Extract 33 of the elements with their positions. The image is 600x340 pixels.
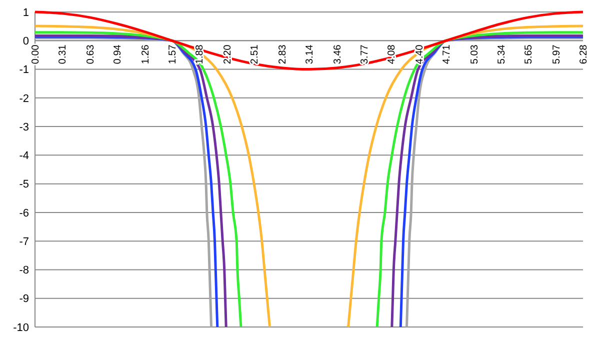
y-tick-label: -7 <box>19 236 29 248</box>
x-tick-label: 0.00 <box>30 44 42 64</box>
y-tick-label: -2 <box>19 92 29 105</box>
y-tick-label: 1 <box>22 6 29 19</box>
x-tick-label: 6.28 <box>578 44 590 64</box>
y-tick-label: -3 <box>19 121 29 134</box>
y-tick-label: -9 <box>19 293 29 306</box>
x-tick-label: 3.14 <box>304 44 316 64</box>
y-tick-label: -5 <box>19 178 29 191</box>
x-tick-label: 1.88 <box>194 44 206 64</box>
x-tick-label: 0.94 <box>112 44 124 64</box>
x-tick-label: 2.83 <box>277 44 288 64</box>
x-tick-label: 1.26 <box>140 44 152 64</box>
x-tick-label: 2.20 <box>222 44 234 64</box>
x-tick-label: 5.34 <box>496 44 508 64</box>
y-tick-label: -1 <box>19 64 29 76</box>
x-tick-label: 4.71 <box>442 44 452 64</box>
y-tick-label: -6 <box>19 207 29 220</box>
x-tick-label: 2.51 <box>250 44 261 64</box>
x-tick-label: 5.97 <box>551 44 562 64</box>
x-tick-label: 5.03 <box>469 44 480 64</box>
y-tick-label: -8 <box>19 264 29 277</box>
x-tick-label: 4.08 <box>386 44 398 64</box>
x-tick-label: 5.65 <box>524 44 535 64</box>
x-tick-label: 4.40 <box>414 44 426 64</box>
y-tick-label: 0 <box>22 35 29 48</box>
y-tick-label: -10 <box>13 322 29 334</box>
x-tick-label: 1.57 <box>168 44 178 64</box>
x-tick-label: 0.63 <box>85 44 96 64</box>
x-tick-label: 3.46 <box>332 44 344 64</box>
y-tick-label: -4 <box>19 150 29 162</box>
x-tick-label: 0.31 <box>58 44 69 64</box>
x-tick-label: 3.77 <box>359 44 370 64</box>
